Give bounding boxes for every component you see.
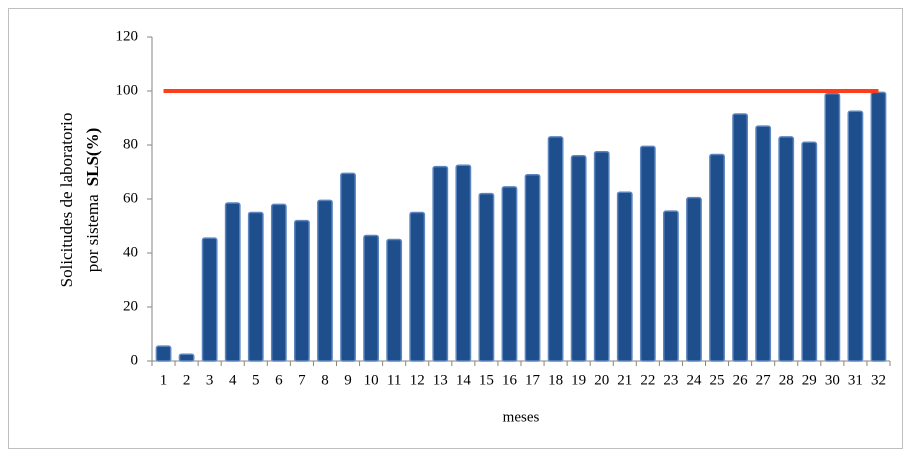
x-tick-label: 26	[733, 372, 749, 388]
bar	[201, 237, 218, 362]
x-tick-label: 12	[410, 372, 425, 388]
bar	[639, 145, 656, 362]
bar	[709, 153, 725, 362]
x-tick-label: 2	[183, 372, 191, 388]
x-tick-label: 22	[640, 372, 655, 388]
bar	[340, 172, 356, 362]
bar	[593, 151, 610, 362]
bar	[616, 191, 633, 362]
y-axis-label: por sistema SLS(%)	[83, 128, 102, 272]
y-axis-label-part: por sistema	[83, 194, 102, 272]
x-tick-label: 25	[710, 372, 725, 388]
bar	[524, 173, 541, 362]
bar	[847, 110, 864, 362]
x-tick-label: 21	[617, 372, 632, 388]
bar	[224, 202, 241, 362]
bar	[409, 211, 426, 362]
x-tick-label: 7	[298, 372, 306, 388]
bar	[801, 141, 818, 362]
x-tick-label: 13	[433, 372, 448, 388]
bar	[547, 136, 564, 362]
x-tick-label: 5	[252, 372, 260, 388]
x-tick-label: 24	[686, 372, 702, 388]
x-tick-label: 4	[229, 372, 237, 388]
x-tick-label: 28	[779, 372, 794, 388]
x-tick-label: 10	[364, 372, 379, 388]
x-tick-label: 32	[871, 372, 886, 388]
x-tick-label: 3	[206, 372, 214, 388]
x-tick-label: 27	[756, 372, 772, 388]
x-tick-label: 15	[479, 372, 494, 388]
bar	[455, 164, 472, 362]
bar	[294, 219, 310, 362]
y-tick-label: 20	[123, 298, 138, 314]
bar	[570, 155, 587, 362]
x-tick-label: 19	[571, 372, 586, 388]
x-tick-label: 8	[321, 372, 329, 388]
y-tick-label: 40	[123, 244, 138, 260]
bar	[317, 199, 333, 362]
y-axis-label: Solicitudes de laboratorio	[57, 113, 76, 288]
y-tick-label: 100	[116, 82, 139, 98]
y-tick-label: 80	[123, 136, 138, 152]
bar	[478, 192, 495, 362]
bar	[247, 211, 264, 362]
y-tick-label: 120	[116, 28, 139, 44]
bar	[686, 196, 702, 362]
x-tick-label: 18	[548, 372, 563, 388]
x-tick-label: 1	[160, 372, 168, 388]
bar	[663, 210, 679, 362]
y-tick-label: 60	[123, 190, 138, 206]
x-tick-label: 9	[344, 372, 352, 388]
bar	[870, 91, 887, 362]
bar	[363, 234, 379, 362]
x-tick-label: 31	[848, 372, 863, 388]
bar	[755, 125, 772, 362]
bar	[501, 186, 518, 362]
bar	[732, 113, 748, 362]
x-tick-label: 23	[663, 372, 678, 388]
x-tick-label: 17	[525, 372, 541, 388]
bar	[824, 92, 841, 362]
bar	[432, 165, 449, 362]
x-tick-label: 30	[825, 372, 840, 388]
x-tick-label: 20	[594, 372, 609, 388]
x-tick-label: 29	[802, 372, 817, 388]
x-tick-label: 14	[456, 372, 472, 388]
x-tick-label: 6	[275, 372, 283, 388]
y-axis-label-bold: SLS(%)	[83, 128, 102, 187]
x-tick-label: 16	[502, 372, 518, 388]
bar	[778, 136, 795, 362]
bar	[270, 203, 287, 362]
x-tick-label: 11	[387, 372, 401, 388]
y-tick-label: 0	[131, 352, 139, 368]
bar	[178, 353, 195, 362]
bar	[155, 345, 172, 362]
bar	[386, 238, 403, 362]
x-axis-label: meses	[503, 409, 540, 425]
